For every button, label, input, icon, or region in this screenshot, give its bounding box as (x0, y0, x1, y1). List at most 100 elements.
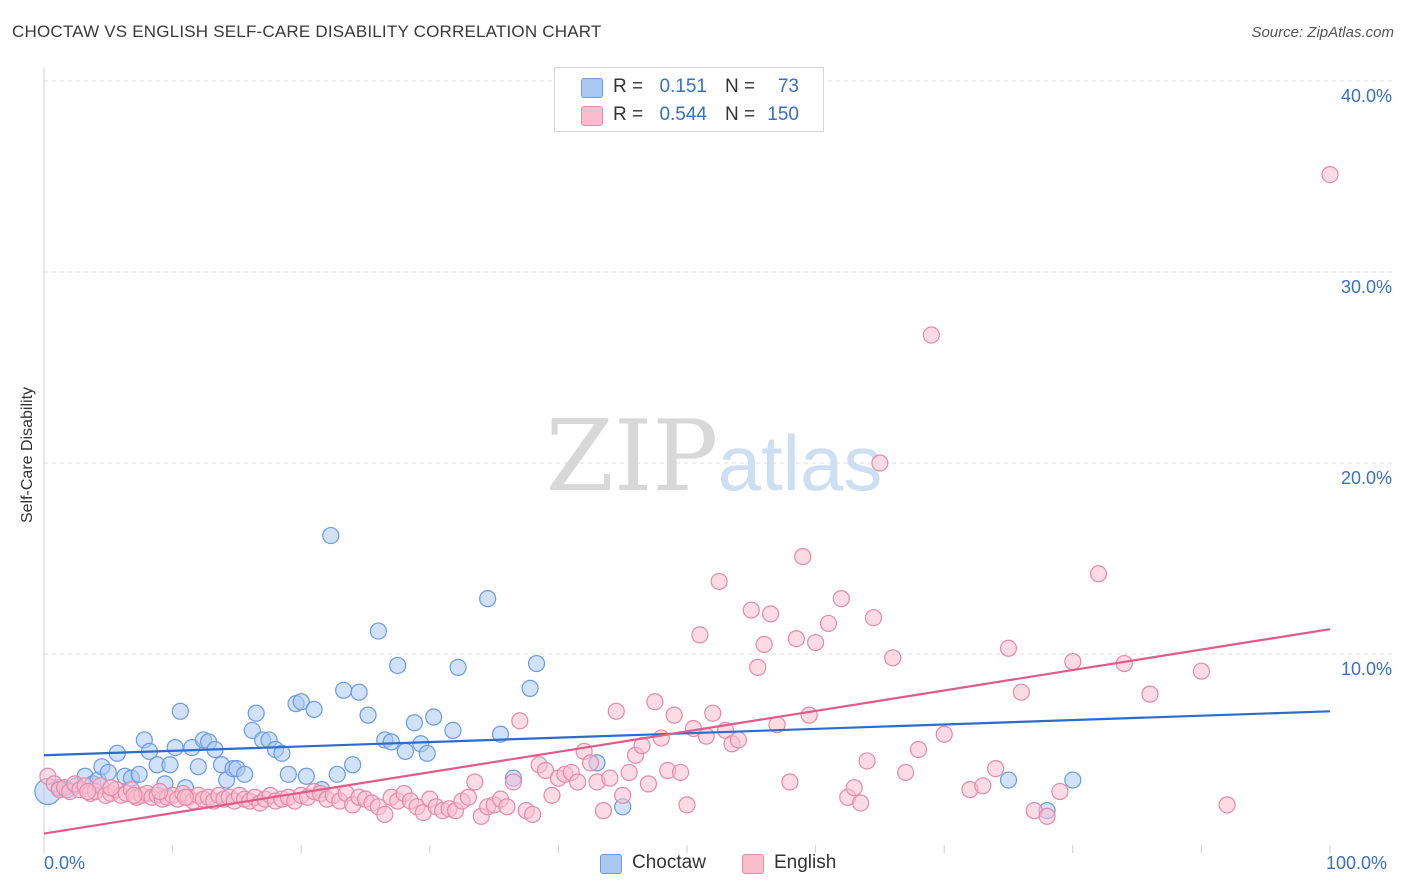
english-trend-line (43, 628, 1331, 835)
english-point (691, 626, 709, 644)
choctaw-point (521, 679, 539, 697)
english-point (102, 779, 120, 797)
choctaw-point (273, 744, 291, 762)
english-point (922, 326, 940, 344)
legend-label-choctaw: Choctaw (632, 852, 706, 873)
choctaw-point (279, 765, 297, 783)
watermark-atlas: atlas (718, 419, 883, 507)
choctaw-point (305, 700, 323, 718)
x-tick-0: 0.0% (44, 853, 86, 873)
n-label: N = (725, 76, 756, 97)
english-point (504, 773, 522, 791)
english-point (620, 763, 638, 782)
choctaw-point (189, 758, 207, 776)
english-point (987, 759, 1005, 778)
r-label: R = (613, 104, 644, 125)
english-point (524, 805, 542, 824)
english-point (729, 731, 748, 749)
english-point (79, 782, 97, 801)
english-point (536, 761, 555, 780)
trend-layer (43, 628, 1331, 835)
legend-label-english: English (774, 852, 837, 873)
choctaw-point (292, 693, 310, 711)
english-point (594, 802, 613, 820)
choctaw-point (335, 681, 353, 699)
english-point (761, 605, 780, 623)
english-point (864, 609, 883, 627)
english-point (832, 590, 850, 608)
english-point (710, 572, 728, 591)
choctaw-point (449, 658, 467, 676)
choctaw-point (161, 756, 179, 774)
english-point (678, 796, 696, 814)
english-swatch (742, 854, 764, 874)
choctaw-point (425, 708, 443, 726)
english-point (466, 773, 484, 791)
english-point (543, 786, 561, 804)
choctaw-point (171, 702, 189, 720)
english-point (459, 788, 477, 806)
choctaw-point (1064, 771, 1082, 789)
choctaw-point (389, 656, 407, 675)
english-point (581, 754, 600, 772)
choctaw-trend-line (43, 710, 1331, 757)
points-layer (34, 165, 1339, 825)
english-point (1089, 565, 1108, 583)
english-point (1321, 165, 1339, 184)
y-tick-10: 10.0% (1340, 659, 1392, 679)
choctaw-point (344, 756, 362, 774)
choctaw-point (130, 765, 148, 783)
english-point (749, 658, 767, 676)
english-point (671, 763, 690, 782)
english-point (742, 601, 760, 619)
english-point (376, 805, 394, 824)
english-point (819, 614, 838, 633)
english-point (697, 727, 715, 745)
english-point (498, 798, 516, 816)
choctaw-point (527, 654, 546, 673)
y-tick-40: 40.0% (1340, 86, 1392, 106)
english-point (935, 725, 953, 743)
english-point (974, 777, 992, 795)
english-point (1064, 653, 1082, 671)
choctaw-point (236, 765, 254, 783)
n-value: 150 (767, 104, 799, 125)
english-point (852, 794, 870, 812)
english-point (704, 704, 722, 722)
english-point (884, 649, 902, 667)
choctaw-point (418, 744, 436, 762)
english-point (125, 786, 143, 804)
source-label: Source: ZipAtlas.com (1251, 24, 1394, 41)
choctaw-point (166, 738, 184, 757)
english-point (1012, 683, 1030, 701)
choctaw-point (328, 765, 346, 783)
n-value: 73 (777, 76, 799, 97)
english-point (176, 788, 195, 806)
english-point (858, 752, 876, 770)
choctaw-swatch (600, 854, 622, 874)
english-point (639, 775, 658, 793)
english-point (806, 633, 825, 652)
choctaw-point (999, 771, 1018, 789)
choctaw-point (396, 742, 414, 761)
english-point (151, 782, 169, 801)
choctaw-point (444, 721, 462, 740)
r-value: 0.544 (659, 104, 707, 125)
english-point (1192, 662, 1211, 680)
choctaw-point (322, 526, 340, 545)
english-point (794, 547, 812, 566)
stats-row-choctaw: R = 0.151 N = 73 (555, 75, 823, 99)
choctaw-point (491, 725, 510, 743)
x-tick-100: 100.0% (1326, 853, 1388, 873)
english-point (755, 635, 773, 654)
english-point (652, 729, 670, 747)
english-point (871, 454, 889, 472)
english-point (646, 693, 664, 711)
r-value: 0.151 (659, 76, 707, 97)
stats-legend: R = 0.151 N = 73 R = 0.544 N = 150 (554, 67, 824, 132)
english-swatch (581, 106, 603, 126)
choctaw-point (369, 622, 387, 640)
r-label: R = (613, 76, 644, 97)
english-point (1218, 796, 1236, 814)
